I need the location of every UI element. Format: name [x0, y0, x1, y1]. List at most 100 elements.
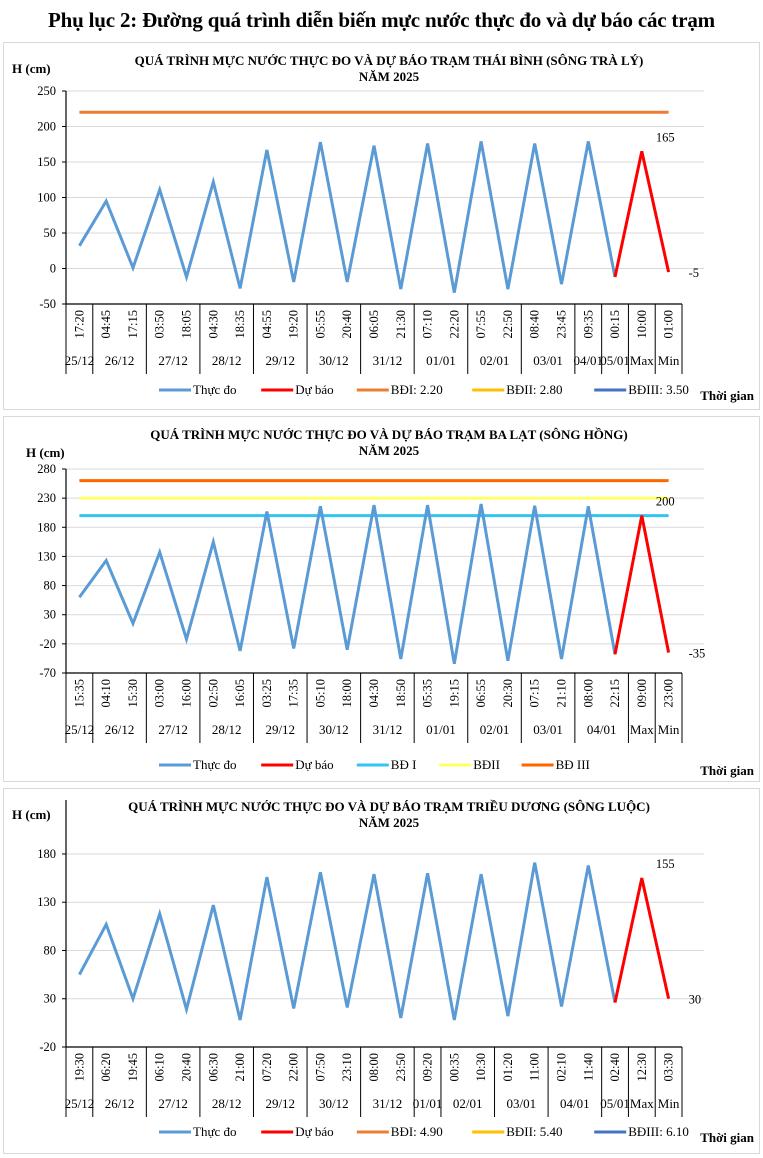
x-date-label: 03/01: [533, 353, 563, 368]
x-time-label: 10:00: [635, 310, 649, 338]
x-time-label: 06:05: [367, 310, 381, 338]
x-time-label: 06:55: [474, 679, 488, 707]
y-tick-label: 100: [37, 191, 56, 205]
x-date-label: 28/12: [212, 722, 242, 737]
data-label: 155: [656, 857, 675, 871]
chart-ba-lat: QUÁ TRÌNH MỰC NƯỚC THỰC ĐO VÀ DỰ BÁO TRẠ…: [3, 416, 760, 782]
x-date-label: 27/12: [158, 722, 188, 737]
y-tick-label: 80: [44, 943, 57, 957]
x-time-label: 07:15: [528, 679, 542, 707]
x-time-label: 01:00: [662, 310, 676, 338]
x-time-label: 11:40: [581, 1053, 595, 1081]
legend-label: Thực đo: [193, 757, 237, 772]
x-date-label: 29/12: [265, 722, 295, 737]
x-time-label: 19:15: [447, 679, 461, 707]
y-tick-label: 130: [37, 895, 56, 909]
x-time-label: 06:10: [153, 1053, 167, 1081]
x-date-label: 01/01: [426, 353, 456, 368]
x-time-label: 09:35: [581, 310, 595, 338]
x-date-label: 03/01: [533, 722, 563, 737]
y-tick-label: 0: [50, 262, 56, 276]
x-date-label: Max: [630, 353, 654, 368]
observed-line: [78, 503, 617, 664]
x-date-label: Max: [630, 722, 654, 737]
x-time-label: 20:30: [501, 679, 515, 707]
x-date-label: 30/12: [319, 722, 349, 737]
x-time-label: 22:00: [287, 1053, 301, 1081]
x-time-label: 18:00: [340, 679, 354, 707]
x-time-label: 06:30: [206, 1053, 220, 1081]
y-tick-label: -70: [39, 666, 56, 680]
x-time-label: 20:40: [180, 1053, 194, 1081]
x-time-label: 02:50: [206, 679, 220, 707]
x-time-label: 04:30: [206, 310, 220, 338]
forecast-line: [613, 150, 671, 278]
legend-label: BĐII: [473, 757, 500, 772]
x-time-label: 03:50: [153, 310, 167, 338]
x-date-label: 29/12: [265, 353, 295, 368]
observed-line: [78, 862, 617, 1021]
y-axis-label: H (cm): [12, 807, 51, 822]
x-time-label: 21:10: [554, 679, 568, 707]
x-date-label: 05/01: [600, 353, 630, 368]
data-label: 30: [689, 993, 702, 1007]
y-axis-label: H (cm): [26, 445, 65, 460]
x-time-label: 22:20: [447, 310, 461, 338]
x-time-label: 21:00: [233, 1053, 247, 1081]
x-date-label: 25/12: [65, 353, 95, 368]
x-date-label: 29/12: [265, 1096, 295, 1111]
x-date-label: Max: [630, 1096, 654, 1111]
legend-label: Dự báo: [295, 757, 333, 772]
x-time-label: 02:40: [608, 1053, 622, 1081]
y-tick-label: -20: [39, 1040, 56, 1054]
x-date-label: 05/01: [600, 1096, 630, 1111]
x-date-label: 26/12: [105, 722, 135, 737]
chart-title: QUÁ TRÌNH MỰC NƯỚC THỰC ĐO VÀ DỰ BÁO TRẠ…: [128, 799, 650, 814]
x-date-label: 02/01: [480, 722, 510, 737]
x-time-label: 08:00: [367, 1053, 381, 1081]
chart-subtitle: NĂM 2025: [359, 443, 420, 458]
x-time-label: 03:25: [260, 679, 274, 707]
y-tick-label: 200: [37, 120, 56, 134]
x-time-label: 03:00: [153, 679, 167, 707]
x-axis-label: Thời gian: [700, 763, 755, 778]
x-axis-label: Thời gian: [700, 1130, 755, 1145]
y-tick-label: 80: [44, 579, 57, 593]
legend-label: BĐII: 5.40: [506, 1124, 562, 1139]
y-tick-label: 280: [37, 462, 56, 476]
x-date-label: 26/12: [105, 1096, 135, 1111]
x-time-label: 04:55: [260, 310, 274, 338]
x-date-label: 30/12: [319, 1096, 349, 1111]
chart-svg: QUÁ TRÌNH MỰC NƯỚC THỰC ĐO VÀ DỰ BÁO TRẠ…: [26, 427, 755, 778]
x-time-label: 19:30: [72, 1053, 86, 1081]
x-time-label: 04:10: [99, 679, 113, 707]
x-date-label: 03/01: [506, 1096, 536, 1111]
legend-label: BĐ I: [391, 757, 417, 772]
x-time-label: 19:20: [287, 310, 301, 338]
x-time-label: 20:40: [340, 310, 354, 338]
x-date-label: Min: [658, 353, 680, 368]
x-time-label: 06:20: [99, 1053, 113, 1081]
chart-title: QUÁ TRÌNH MỰC NƯỚC THỰC ĐO VÀ DỰ BÁO TRẠ…: [135, 53, 644, 68]
x-date-label: 02/01: [453, 1096, 483, 1111]
x-date-label: 26/12: [105, 353, 135, 368]
x-time-label: 16:05: [233, 679, 247, 707]
x-time-label: 21:30: [394, 310, 408, 338]
x-time-label: 17:15: [126, 310, 140, 338]
x-time-label: 04:30: [367, 679, 381, 707]
y-tick-label: 130: [37, 549, 56, 563]
y-tick-label: -20: [39, 637, 56, 651]
x-time-label: 15:35: [72, 679, 86, 707]
legend-label: BĐI: 2.20: [391, 382, 443, 397]
x-time-label: 17:20: [72, 310, 86, 338]
y-tick-label: 50: [44, 226, 57, 240]
x-time-label: 18:35: [233, 310, 247, 338]
x-time-label: 08:00: [581, 679, 595, 707]
x-time-label: 08:40: [528, 310, 542, 338]
x-time-label: 10:30: [474, 1053, 488, 1081]
observed-line: [78, 141, 617, 293]
x-time-label: 05:55: [313, 310, 327, 338]
forecast-line: [613, 515, 671, 655]
x-date-label: 31/12: [373, 353, 403, 368]
x-date-label: 04/01: [573, 353, 603, 368]
